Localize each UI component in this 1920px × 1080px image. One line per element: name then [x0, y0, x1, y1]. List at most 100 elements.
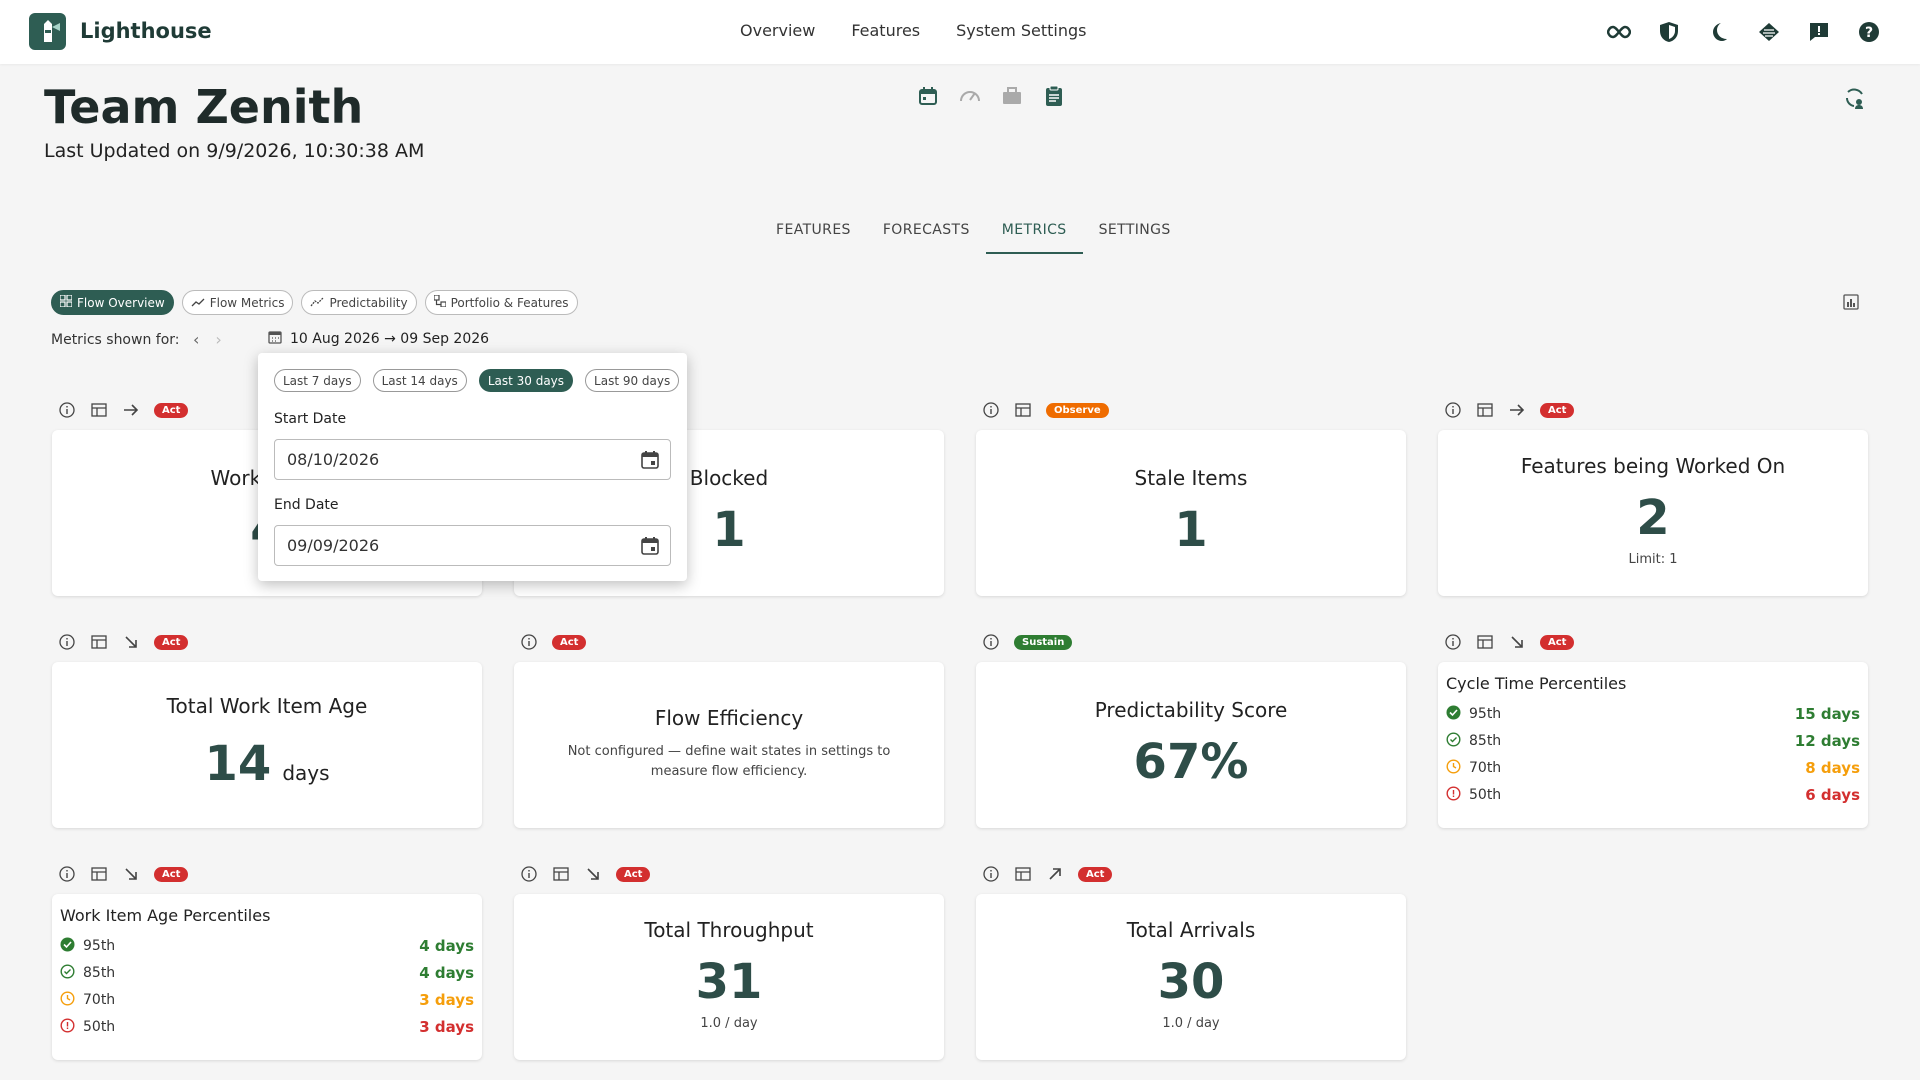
- chip-predictability[interactable]: Predictability: [301, 290, 417, 315]
- card-value: 2: [1636, 490, 1670, 546]
- info-icon[interactable]: [58, 633, 76, 651]
- stale-card[interactable]: Stale Items 1: [976, 430, 1406, 596]
- preset-last-14-days[interactable]: Last 14 days: [372, 369, 467, 392]
- help-icon[interactable]: ?: [1856, 19, 1882, 45]
- status-badge: Sustain: [1014, 634, 1073, 650]
- preset-last-7-days[interactable]: Last 7 days: [274, 369, 361, 392]
- date-range-text: 10 Aug 2026 → 09 Sep 2026: [290, 331, 490, 347]
- card-value: 14: [204, 736, 272, 792]
- refresh-forecast-icon[interactable]: [1844, 88, 1868, 112]
- speedometer-icon[interactable]: [958, 84, 982, 108]
- chevron-right-icon[interactable]: ›: [215, 330, 222, 349]
- info-icon[interactable]: [520, 865, 538, 883]
- percentile-row: 70th 8 days: [1446, 758, 1860, 778]
- card-title: Total Throughput: [644, 918, 814, 942]
- shield-icon[interactable]: [1656, 19, 1682, 45]
- percentile-row: 70th 3 days: [60, 990, 474, 1010]
- arrivals-card[interactable]: Total Arrivals 30 1.0 / day: [976, 894, 1406, 1060]
- table-icon[interactable]: [90, 865, 108, 883]
- nav-overview[interactable]: Overview: [740, 21, 816, 40]
- wip-card-tools: Act: [58, 400, 189, 420]
- chevron-left-icon[interactable]: ‹: [193, 330, 200, 349]
- card-limit: Limit: 1: [1628, 552, 1678, 567]
- chip-label: Flow Overview: [77, 295, 165, 310]
- lighthouse-logo-icon[interactable]: [29, 13, 66, 50]
- info-icon[interactable]: [982, 865, 1000, 883]
- nav-system-settings[interactable]: System Settings: [956, 21, 1087, 40]
- end-date-field[interactable]: 09/09/2026: [274, 525, 671, 566]
- table-icon[interactable]: [1476, 401, 1494, 419]
- dark-mode-icon[interactable]: [1706, 19, 1732, 45]
- info-icon[interactable]: [982, 401, 1000, 419]
- app-name[interactable]: Lighthouse: [80, 19, 212, 43]
- infinity-icon[interactable]: [1606, 19, 1632, 45]
- calendar-icon[interactable]: [916, 84, 940, 108]
- tab-settings[interactable]: SETTINGS: [1098, 222, 1171, 238]
- tab-features[interactable]: FEATURES: [776, 222, 851, 238]
- chip-label: Flow Metrics: [209, 295, 285, 310]
- briefcase-icon[interactable]: [1000, 84, 1024, 108]
- info-icon[interactable]: [58, 865, 76, 883]
- tab-forecasts[interactable]: FORECASTS: [882, 222, 970, 238]
- throughput-card[interactable]: Total Throughput 31 1.0 / day: [514, 894, 944, 1060]
- tab-metrics[interactable]: METRICS: [985, 212, 1083, 254]
- clipboard-icon[interactable]: [1042, 84, 1066, 108]
- app-bar: Lighthouse Overview Features System Sett…: [0, 0, 1920, 64]
- clock-icon: [60, 990, 75, 1010]
- table-icon[interactable]: [1014, 865, 1032, 883]
- info-icon[interactable]: [982, 633, 1000, 651]
- card-rate: 1.0 / day: [700, 1016, 758, 1031]
- percentile-row: 85th 4 days: [60, 963, 474, 983]
- features-card[interactable]: Features being Worked On 2 Limit: 1: [1438, 430, 1868, 596]
- chip-flow-metrics[interactable]: Flow Metrics: [181, 290, 294, 315]
- total-age-card[interactable]: Total Work Item Age 14 days: [52, 662, 482, 828]
- info-icon[interactable]: [520, 633, 538, 651]
- feedback-icon[interactable]: [1806, 19, 1832, 45]
- date-range-popover: Last 7 days Last 14 days Last 30 days La…: [258, 353, 687, 581]
- table-icon[interactable]: [90, 633, 108, 651]
- features-card-tools: Act: [1444, 400, 1575, 420]
- card-title: Total Arrivals: [1126, 918, 1256, 942]
- check-circle-icon: [1446, 705, 1461, 724]
- percentile-value: 6 days: [1805, 786, 1860, 804]
- percentile-row: 50th 3 days: [60, 1017, 474, 1037]
- status-badge: Act: [154, 402, 189, 418]
- arrow-right-icon: [1508, 401, 1526, 419]
- stale-card-tools: Observe: [982, 400, 1109, 420]
- arrow-up-right-icon: [1046, 865, 1064, 883]
- nav-features[interactable]: Features: [851, 21, 921, 40]
- throughput-card-tools: Act: [520, 864, 651, 884]
- preset-last-90-days[interactable]: Last 90 days: [585, 369, 680, 392]
- chip-label: Portfolio & Features: [450, 295, 569, 310]
- card-value: 30: [1157, 954, 1225, 1010]
- top-icons: ?: [1606, 19, 1882, 45]
- table-icon[interactable]: [90, 401, 108, 419]
- chart-view-icon[interactable]: [1843, 294, 1861, 312]
- layers-icon[interactable]: [1756, 19, 1782, 45]
- age-percentiles-card[interactable]: Work Item Age Percentiles 95th 4 days 85…: [52, 894, 482, 1060]
- chip-flow-overview[interactable]: Flow Overview: [51, 290, 174, 315]
- info-icon[interactable]: [58, 401, 76, 419]
- status-badge: Act: [1540, 634, 1575, 650]
- last-updated: Last Updated on 9/9/2026, 10:30:38 AM: [44, 140, 425, 162]
- card-title: Blocked: [689, 466, 769, 490]
- chip-portfolio-features[interactable]: Portfolio & Features: [424, 290, 578, 315]
- calendar-icon[interactable]: [640, 536, 660, 556]
- table-icon[interactable]: [552, 865, 570, 883]
- percentile-row: 95th 15 days: [1446, 704, 1860, 724]
- info-icon[interactable]: [1444, 401, 1462, 419]
- start-date-field[interactable]: 08/10/2026: [274, 439, 671, 480]
- hierarchy-icon: [432, 294, 447, 310]
- scatter-icon: [310, 296, 324, 310]
- cycle-time-card[interactable]: Cycle Time Percentiles 95th 15 days 85th…: [1438, 662, 1868, 828]
- predictability-card[interactable]: Predictability Score 67%: [976, 662, 1406, 828]
- check-circle-outline-icon: [1446, 731, 1461, 751]
- calendar-icon[interactable]: [640, 450, 660, 470]
- preset-last-30-days[interactable]: Last 30 days: [478, 369, 574, 392]
- date-range-button[interactable]: 10 Aug 2026 → 09 Sep 2026: [268, 330, 489, 348]
- flow-efficiency-card[interactable]: Flow Efficiency Not configured — define …: [514, 662, 944, 828]
- info-icon[interactable]: [1444, 633, 1462, 651]
- table-icon[interactable]: [1014, 401, 1032, 419]
- card-title: Total Work Item Age: [166, 694, 368, 718]
- table-icon[interactable]: [1476, 633, 1494, 651]
